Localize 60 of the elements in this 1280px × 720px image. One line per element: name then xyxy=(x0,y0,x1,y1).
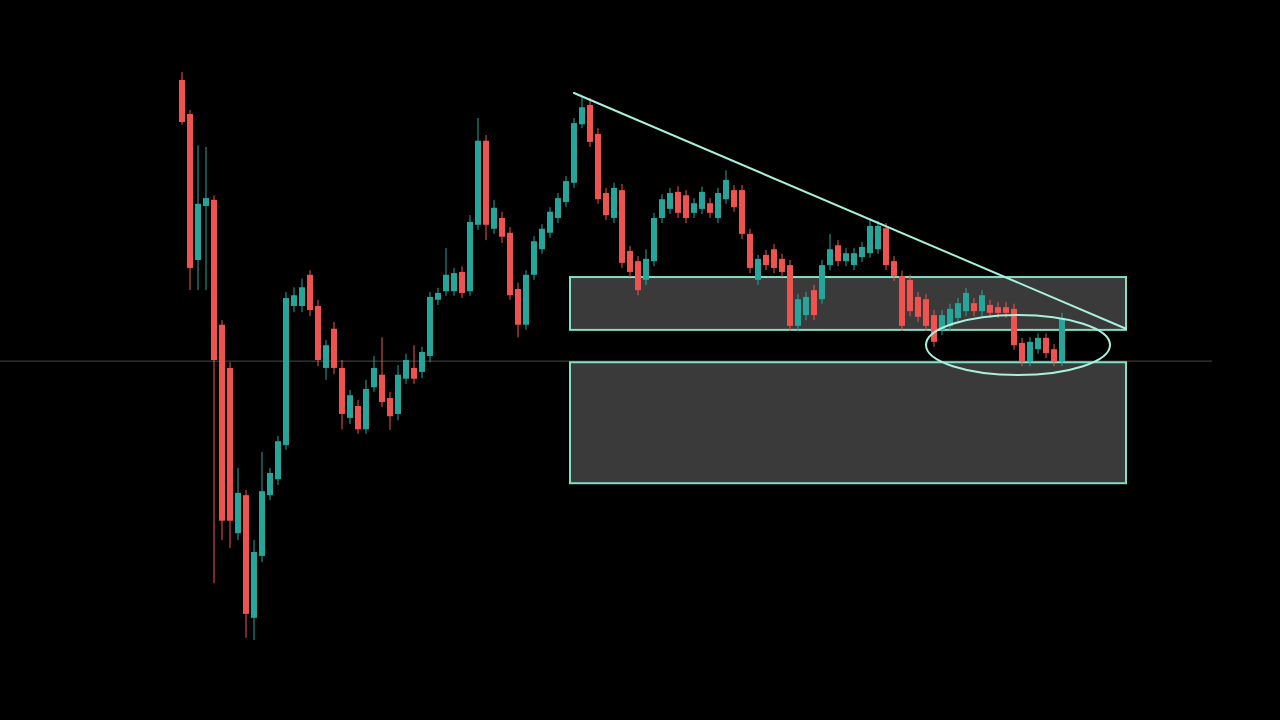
candlestick xyxy=(971,297,977,317)
candlestick xyxy=(851,247,857,271)
candlestick xyxy=(723,169,729,205)
candlestick xyxy=(643,248,649,286)
candlestick xyxy=(563,175,569,208)
candlestick xyxy=(979,289,985,317)
candlestick xyxy=(347,389,353,425)
candlestick xyxy=(659,193,665,224)
candlestick xyxy=(763,249,769,271)
candlestick xyxy=(1003,301,1009,319)
candlestick xyxy=(827,233,833,271)
candlestick xyxy=(771,243,777,274)
candlestick xyxy=(451,267,457,297)
candlestick xyxy=(779,253,785,278)
candlestick xyxy=(267,467,273,501)
candlestick xyxy=(555,192,561,224)
candlestick xyxy=(835,239,841,267)
candlestick xyxy=(491,199,497,235)
candlestick xyxy=(435,287,441,306)
candlestick xyxy=(355,399,361,435)
candlestick xyxy=(963,287,969,317)
candlestick xyxy=(699,186,705,215)
candlestick xyxy=(411,344,417,385)
candlestick xyxy=(459,265,465,299)
candlestick xyxy=(1035,332,1041,355)
candlestick xyxy=(875,220,881,255)
candlestick xyxy=(403,353,409,385)
candlestick xyxy=(603,187,609,221)
candlestick xyxy=(1027,336,1033,367)
candlestick xyxy=(323,339,329,381)
candlestick xyxy=(755,254,761,286)
candlestick xyxy=(1019,337,1025,367)
candlestick xyxy=(691,197,697,219)
candlestick xyxy=(891,255,897,282)
candlestick xyxy=(579,96,585,129)
candlestick xyxy=(843,247,849,267)
candlestick xyxy=(443,247,449,297)
candlestick xyxy=(203,146,209,291)
candlestick xyxy=(547,206,553,239)
candlestick xyxy=(667,187,673,215)
candlestick xyxy=(955,297,961,324)
candlestick xyxy=(299,278,305,313)
candlestick xyxy=(707,197,713,219)
candlestick xyxy=(539,223,545,255)
candlestick xyxy=(915,291,921,323)
candlestick xyxy=(627,245,633,278)
candlestick xyxy=(371,355,377,393)
candlestick xyxy=(683,189,689,224)
candlestick xyxy=(987,299,993,319)
candlestick xyxy=(803,291,809,321)
candlestick xyxy=(675,185,681,219)
candlestick xyxy=(995,301,1001,319)
candlestick xyxy=(291,286,297,313)
candlestick xyxy=(1043,332,1049,359)
candlestick xyxy=(859,241,865,263)
candlestick xyxy=(731,184,737,213)
candlestick xyxy=(419,346,425,379)
candlestick xyxy=(387,391,393,431)
candlestick xyxy=(1051,343,1057,367)
candlestick xyxy=(499,211,505,244)
